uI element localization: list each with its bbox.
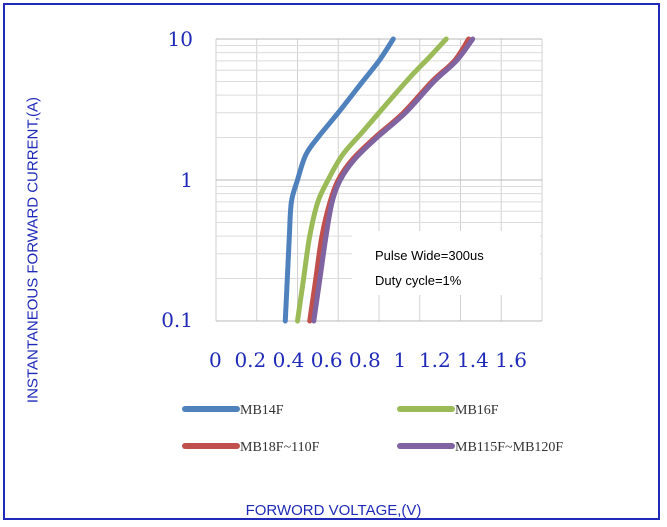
chart-frame [3, 3, 660, 520]
legend: MB14F MB16F MB18F~110F MB115F~MB120F [182, 403, 563, 455]
annotation-line-2: Duty cycle=1% [375, 273, 462, 288]
y-axis-title: INSTANTANEOUS FORWARD CURRENT,(A) [24, 96, 42, 404]
y-tick-label-1: 1 [180, 168, 193, 192]
series-group [282, 36, 476, 324]
annotation-line-1: Pulse Wide=300us [375, 248, 484, 263]
series-line-mb14f [282, 36, 396, 324]
legend-label-mb115f-mb120f: MB115F~MB120F [455, 440, 563, 455]
x-axis-title: FORWORD VOLTAGE,(V) [245, 502, 422, 519]
x-tick-labels: 0 0.2 0.4 0.6 0.8 1 1.2 1.4 1.6 [209, 348, 527, 372]
series-line-mb115f-mb120f [311, 36, 476, 324]
y-tick-label-10: 10 [168, 27, 193, 51]
series-line-mb16f [295, 36, 449, 324]
y-tick-label-0-1: 0.1 [161, 308, 193, 332]
legend-label-mb18f-110f: MB18F~110F [240, 440, 320, 455]
legend-label-mb14f: MB14F [240, 403, 284, 418]
legend-label-mb16f: MB16F [455, 403, 499, 418]
annotation-box [352, 231, 540, 295]
